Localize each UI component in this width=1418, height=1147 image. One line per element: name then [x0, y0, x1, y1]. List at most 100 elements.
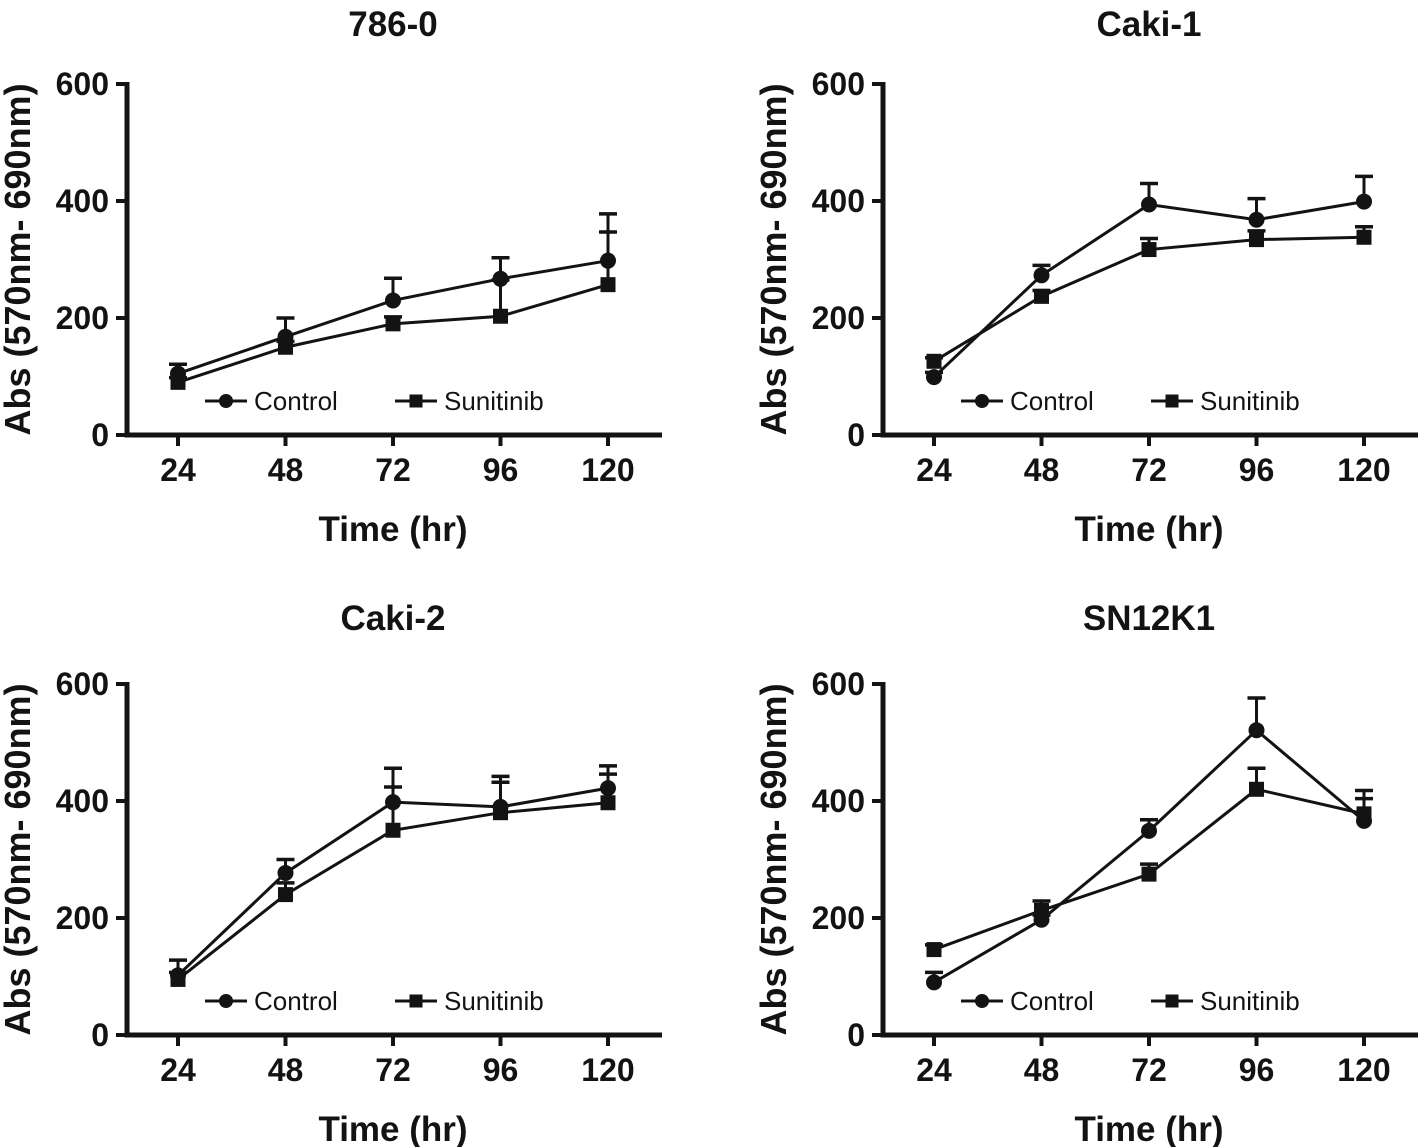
- y-tick-label: 600: [812, 66, 865, 102]
- y-tick-label: 400: [56, 183, 109, 219]
- series-line-control: [933, 727, 1365, 984]
- y-tick-label: 0: [847, 1017, 865, 1053]
- y-tick-label: 200: [56, 300, 109, 336]
- x-tick-label: 24: [160, 1052, 196, 1088]
- y-tick-label: 400: [56, 783, 109, 819]
- x-tick-label: 72: [375, 1052, 411, 1088]
- data-marker-circle: [385, 292, 401, 309]
- data-marker-square: [1356, 805, 1372, 821]
- x-tick-label: 48: [268, 452, 304, 488]
- axes: [880, 681, 1418, 1037]
- data-marker-square: [926, 353, 942, 369]
- y-tick-label: 0: [847, 417, 865, 453]
- x-tick-label: 48: [1024, 452, 1060, 488]
- series-line-control: [932, 200, 1365, 379]
- data-marker-square: [493, 308, 508, 324]
- x-axis-label: Time (hr): [1074, 510, 1223, 549]
- x-tick-label: 120: [1337, 1052, 1390, 1088]
- x-tick-label: 96: [483, 1052, 519, 1088]
- y-axis-label: Abs (570nm- 690nm): [753, 83, 794, 435]
- legend-marker-circle: [975, 993, 989, 1008]
- legend-marker-square: [409, 394, 423, 408]
- x-tick-label: 72: [1131, 1052, 1167, 1088]
- chart-panel-caki-2: Caki-2 Abs (570nm- 690nm) Time (hr) 0 200 400…: [0, 599, 662, 1147]
- data-marker-square: [1141, 866, 1157, 882]
- x-tick-label: 48: [268, 1052, 304, 1088]
- legend-label: Sunitinib: [1200, 986, 1300, 1016]
- x-tick-label: 120: [1337, 452, 1390, 488]
- legend-marker-square: [409, 994, 423, 1007]
- data-marker-square: [1249, 232, 1264, 248]
- chart-title: Caki-2: [340, 599, 445, 638]
- x-tick-label: 24: [160, 452, 196, 488]
- x-axis-label: Time (hr): [318, 510, 467, 549]
- legend-label: Sunitinib: [444, 386, 544, 416]
- data-marker-square: [600, 277, 616, 293]
- data-marker-circle: [600, 252, 616, 269]
- data-marker-circle: [926, 973, 942, 990]
- x-tick-label: 48: [1024, 1052, 1060, 1088]
- y-tick-label: 200: [812, 300, 865, 336]
- x-tick-label: 96: [1239, 1052, 1275, 1088]
- y-axis-label: Abs (570nm- 690nm): [753, 683, 794, 1035]
- y-tick-label: 600: [812, 666, 865, 702]
- axes: [124, 681, 662, 1037]
- x-tick-label: 96: [483, 452, 519, 488]
- axes: [880, 82, 1418, 438]
- data-marker-circle: [492, 270, 509, 287]
- legend-label: Sunitinib: [1200, 386, 1300, 416]
- data-marker-circle: [1141, 822, 1157, 839]
- data-marker-square: [493, 804, 508, 820]
- x-tick-label: 96: [1239, 452, 1275, 488]
- x-tick-label: 120: [581, 452, 634, 488]
- y-tick-label: 600: [56, 66, 109, 102]
- chart-title: 786-0: [348, 5, 438, 44]
- x-tick-label: 72: [1131, 452, 1167, 488]
- data-marker-square: [600, 794, 616, 810]
- legend-label: Control: [254, 386, 338, 416]
- chart-panel-sn12k1: SN12K1 Abs (570nm- 690nm) Time (hr) 0 200 400…: [753, 599, 1418, 1147]
- legend-marker-circle: [219, 993, 233, 1008]
- data-marker-circle: [600, 779, 616, 796]
- data-marker-square: [1034, 288, 1049, 304]
- axes: [124, 82, 662, 438]
- legend-marker-circle: [975, 394, 989, 408]
- legend-label: Control: [1010, 386, 1094, 416]
- y-axis-label: Abs (570nm- 690nm): [0, 683, 38, 1035]
- data-marker-circle: [385, 793, 401, 810]
- y-tick-label: 400: [812, 783, 865, 819]
- data-marker-circle: [926, 369, 942, 386]
- x-tick-label: 72: [375, 452, 411, 488]
- x-tick-label: 24: [916, 1052, 952, 1088]
- y-tick-label: 200: [56, 900, 109, 936]
- x-axis-label: Time (hr): [1074, 1110, 1223, 1147]
- legend-label: Control: [1010, 986, 1094, 1016]
- data-marker-square: [385, 316, 401, 332]
- y-tick-label: 400: [812, 183, 865, 219]
- y-tick-label: 200: [812, 900, 865, 936]
- y-tick-label: 0: [91, 1017, 109, 1053]
- chart-panel-786-0: 786-0 Abs (570nm- 690nm) Time (hr) 0 200 400 6…: [0, 5, 662, 549]
- data-marker-square: [1356, 229, 1372, 245]
- y-tick-label: 600: [56, 666, 109, 702]
- data-marker-square: [385, 822, 401, 838]
- legend-label: Sunitinib: [444, 986, 544, 1016]
- data-marker-circle: [277, 864, 294, 881]
- data-marker-circle: [1248, 721, 1265, 738]
- data-marker-square: [1249, 781, 1264, 797]
- legend-label: Control: [254, 986, 338, 1016]
- y-tick-label: 0: [91, 417, 109, 453]
- data-marker-circle: [1033, 267, 1050, 284]
- data-marker-square: [926, 941, 942, 957]
- y-axis-label: Abs (570nm- 690nm): [0, 83, 38, 435]
- chart-title: Caki-1: [1096, 5, 1201, 44]
- data-marker-square: [170, 374, 186, 390]
- legend-marker-square: [1165, 994, 1179, 1007]
- data-marker-square: [1141, 242, 1157, 258]
- legend-marker-square: [1165, 394, 1179, 408]
- data-marker-circle: [1141, 196, 1157, 213]
- data-marker-square: [278, 339, 293, 355]
- data-marker-circle: [1248, 211, 1265, 228]
- chart-title: SN12K1: [1083, 599, 1215, 638]
